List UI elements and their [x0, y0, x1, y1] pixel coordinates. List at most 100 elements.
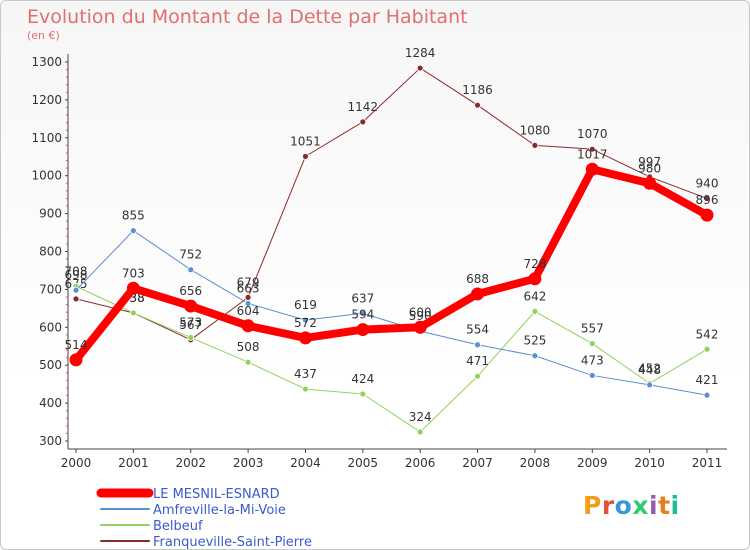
- data-point-le-mesnil-esnard: [643, 176, 657, 190]
- y-tick-label: 700: [39, 282, 62, 296]
- legend-label: Belbeuf: [153, 519, 203, 534]
- data-point-belbeuf: [187, 334, 195, 341]
- data-point-franqueville-saint-pierre: [703, 195, 711, 202]
- data-label-le-mesnil-esnard: 896: [696, 193, 719, 207]
- x-tick-label: 2009: [577, 456, 608, 470]
- data-label-le-mesnil-esnard: 703: [122, 266, 145, 280]
- x-tick-label: 2010: [634, 456, 665, 470]
- data-point-belbeuf: [474, 372, 481, 380]
- data-label-le-mesnil-esnard: 594: [351, 308, 374, 322]
- data-label-franqueville-saint-pierre: 1186: [462, 83, 493, 97]
- data-label-le-mesnil-esnard: 600: [409, 305, 432, 319]
- series-line-franqueville-saint-pierre: [75, 67, 708, 341]
- data-point-le-mesnil-esnard: [126, 281, 140, 295]
- logo-letter: x: [632, 491, 649, 520]
- data-label-amfreville-la-mi-voie: 752: [179, 248, 202, 262]
- logo-letter: o: [614, 491, 633, 520]
- y-tick-label: 1000: [31, 169, 62, 183]
- chart-subtitle: (en €): [27, 29, 60, 42]
- data-point-le-mesnil-esnard: [241, 319, 255, 333]
- data-label-le-mesnil-esnard: 572: [294, 316, 317, 330]
- x-tick-label: 2004: [290, 456, 321, 470]
- x-tick-label: 2000: [61, 456, 92, 470]
- data-point-le-mesnil-esnard: [298, 331, 312, 345]
- legend-label: LE MESNIL-ESNARD: [153, 487, 280, 502]
- data-point-le-mesnil-esnard: [471, 287, 485, 301]
- data-point-amfreville-la-mi-voie: [646, 381, 654, 389]
- data-point-le-mesnil-esnard: [585, 162, 599, 176]
- x-tick-label: 2007: [462, 456, 493, 470]
- data-point-amfreville-la-mi-voie: [703, 391, 711, 399]
- data-label-belbeuf: 471: [466, 354, 489, 368]
- data-label-belbeuf: 708: [65, 264, 88, 278]
- y-tick-label: 500: [39, 358, 62, 372]
- data-label-le-mesnil-esnard: 604: [237, 304, 260, 318]
- data-point-le-mesnil-esnard: [700, 208, 714, 222]
- data-label-franqueville-saint-pierre: 1142: [348, 100, 379, 114]
- data-label-le-mesnil-esnard: 728: [523, 257, 546, 271]
- data-point-franqueville-saint-pierre: [359, 118, 367, 126]
- data-label-franqueville-saint-pierre: 679: [237, 275, 260, 289]
- y-tick-label: 1100: [31, 131, 62, 145]
- x-tick-label: 2002: [175, 456, 206, 470]
- data-point-amfreville-la-mi-voie: [302, 316, 309, 324]
- data-label-franqueville-saint-pierre: 1051: [290, 134, 321, 148]
- data-point-le-mesnil-esnard: [356, 323, 370, 337]
- data-label-amfreville-la-mi-voie: 855: [122, 209, 145, 223]
- x-tick-label: 2005: [348, 456, 379, 470]
- data-point-franqueville-saint-pierre: [474, 101, 481, 109]
- data-label-belbeuf: 424: [351, 372, 374, 386]
- y-tick-label: 900: [39, 207, 62, 221]
- data-point-amfreville-la-mi-voie: [588, 372, 596, 379]
- data-point-belbeuf: [703, 345, 711, 353]
- data-label-franqueville-saint-pierre: 1284: [405, 46, 436, 60]
- y-tick-label: 800: [39, 245, 62, 259]
- data-point-belbeuf: [359, 390, 367, 398]
- data-label-amfreville-la-mi-voie: 698: [65, 268, 88, 282]
- data-point-amfreville-la-mi-voie: [129, 227, 137, 235]
- data-label-le-mesnil-esnard: 656: [179, 284, 202, 298]
- data-label-amfreville-la-mi-voie: 554: [466, 323, 489, 337]
- logo-letter: P: [583, 491, 602, 520]
- data-label-amfreville-la-mi-voie: 663: [237, 281, 260, 295]
- data-point-amfreville-la-mi-voie: [244, 300, 252, 307]
- x-tick-label: 2011: [692, 456, 723, 470]
- data-label-franqueville-saint-pierre: 567: [179, 318, 202, 332]
- data-label-amfreville-la-mi-voie: 637: [351, 291, 374, 305]
- data-point-belbeuf: [416, 428, 424, 436]
- data-label-franqueville-saint-pierre: 1070: [577, 127, 608, 141]
- logo-letter: i: [649, 491, 659, 520]
- legend-label: Franqueville-Saint-Pierre: [153, 535, 312, 550]
- data-label-belbeuf: 542: [696, 327, 719, 341]
- data-point-franqueville-saint-pierre: [531, 141, 539, 149]
- y-tick-label: 400: [39, 396, 62, 410]
- data-point-le-mesnil-esnard: [413, 320, 427, 334]
- data-label-amfreville-la-mi-voie: 619: [294, 298, 317, 312]
- data-point-amfreville-la-mi-voie: [187, 266, 195, 274]
- data-point-belbeuf: [531, 307, 539, 315]
- data-point-belbeuf: [302, 385, 309, 393]
- logo-letter: t: [658, 491, 671, 520]
- data-point-belbeuf: [244, 358, 252, 366]
- x-tick-label: 2001: [118, 456, 149, 470]
- x-tick-label: 2008: [520, 456, 551, 470]
- data-label-belbeuf: 573: [179, 316, 202, 330]
- data-point-le-mesnil-esnard: [184, 299, 198, 313]
- data-label-belbeuf: 324: [409, 410, 432, 424]
- data-point-amfreville-la-mi-voie: [531, 352, 539, 360]
- data-label-le-mesnil-esnard: 980: [638, 161, 661, 175]
- data-label-amfreville-la-mi-voie: 448: [638, 363, 661, 377]
- data-label-belbeuf: 508: [237, 340, 260, 354]
- data-label-franqueville-saint-pierre: 997: [638, 155, 661, 169]
- data-point-amfreville-la-mi-voie: [359, 309, 367, 317]
- data-label-amfreville-la-mi-voie: 525: [523, 334, 546, 348]
- data-label-franqueville-saint-pierre: 1080: [520, 123, 551, 137]
- proxiti-logo: Proxiti: [583, 491, 680, 520]
- data-point-le-mesnil-esnard: [69, 353, 83, 367]
- y-tick-label: 600: [39, 320, 62, 334]
- data-point-franqueville-saint-pierre: [588, 145, 596, 153]
- y-tick-label: 1200: [31, 93, 62, 107]
- data-label-amfreville-la-mi-voie: 473: [581, 353, 604, 367]
- legend-label: Amfreville-la-Mi-Voie: [153, 503, 286, 518]
